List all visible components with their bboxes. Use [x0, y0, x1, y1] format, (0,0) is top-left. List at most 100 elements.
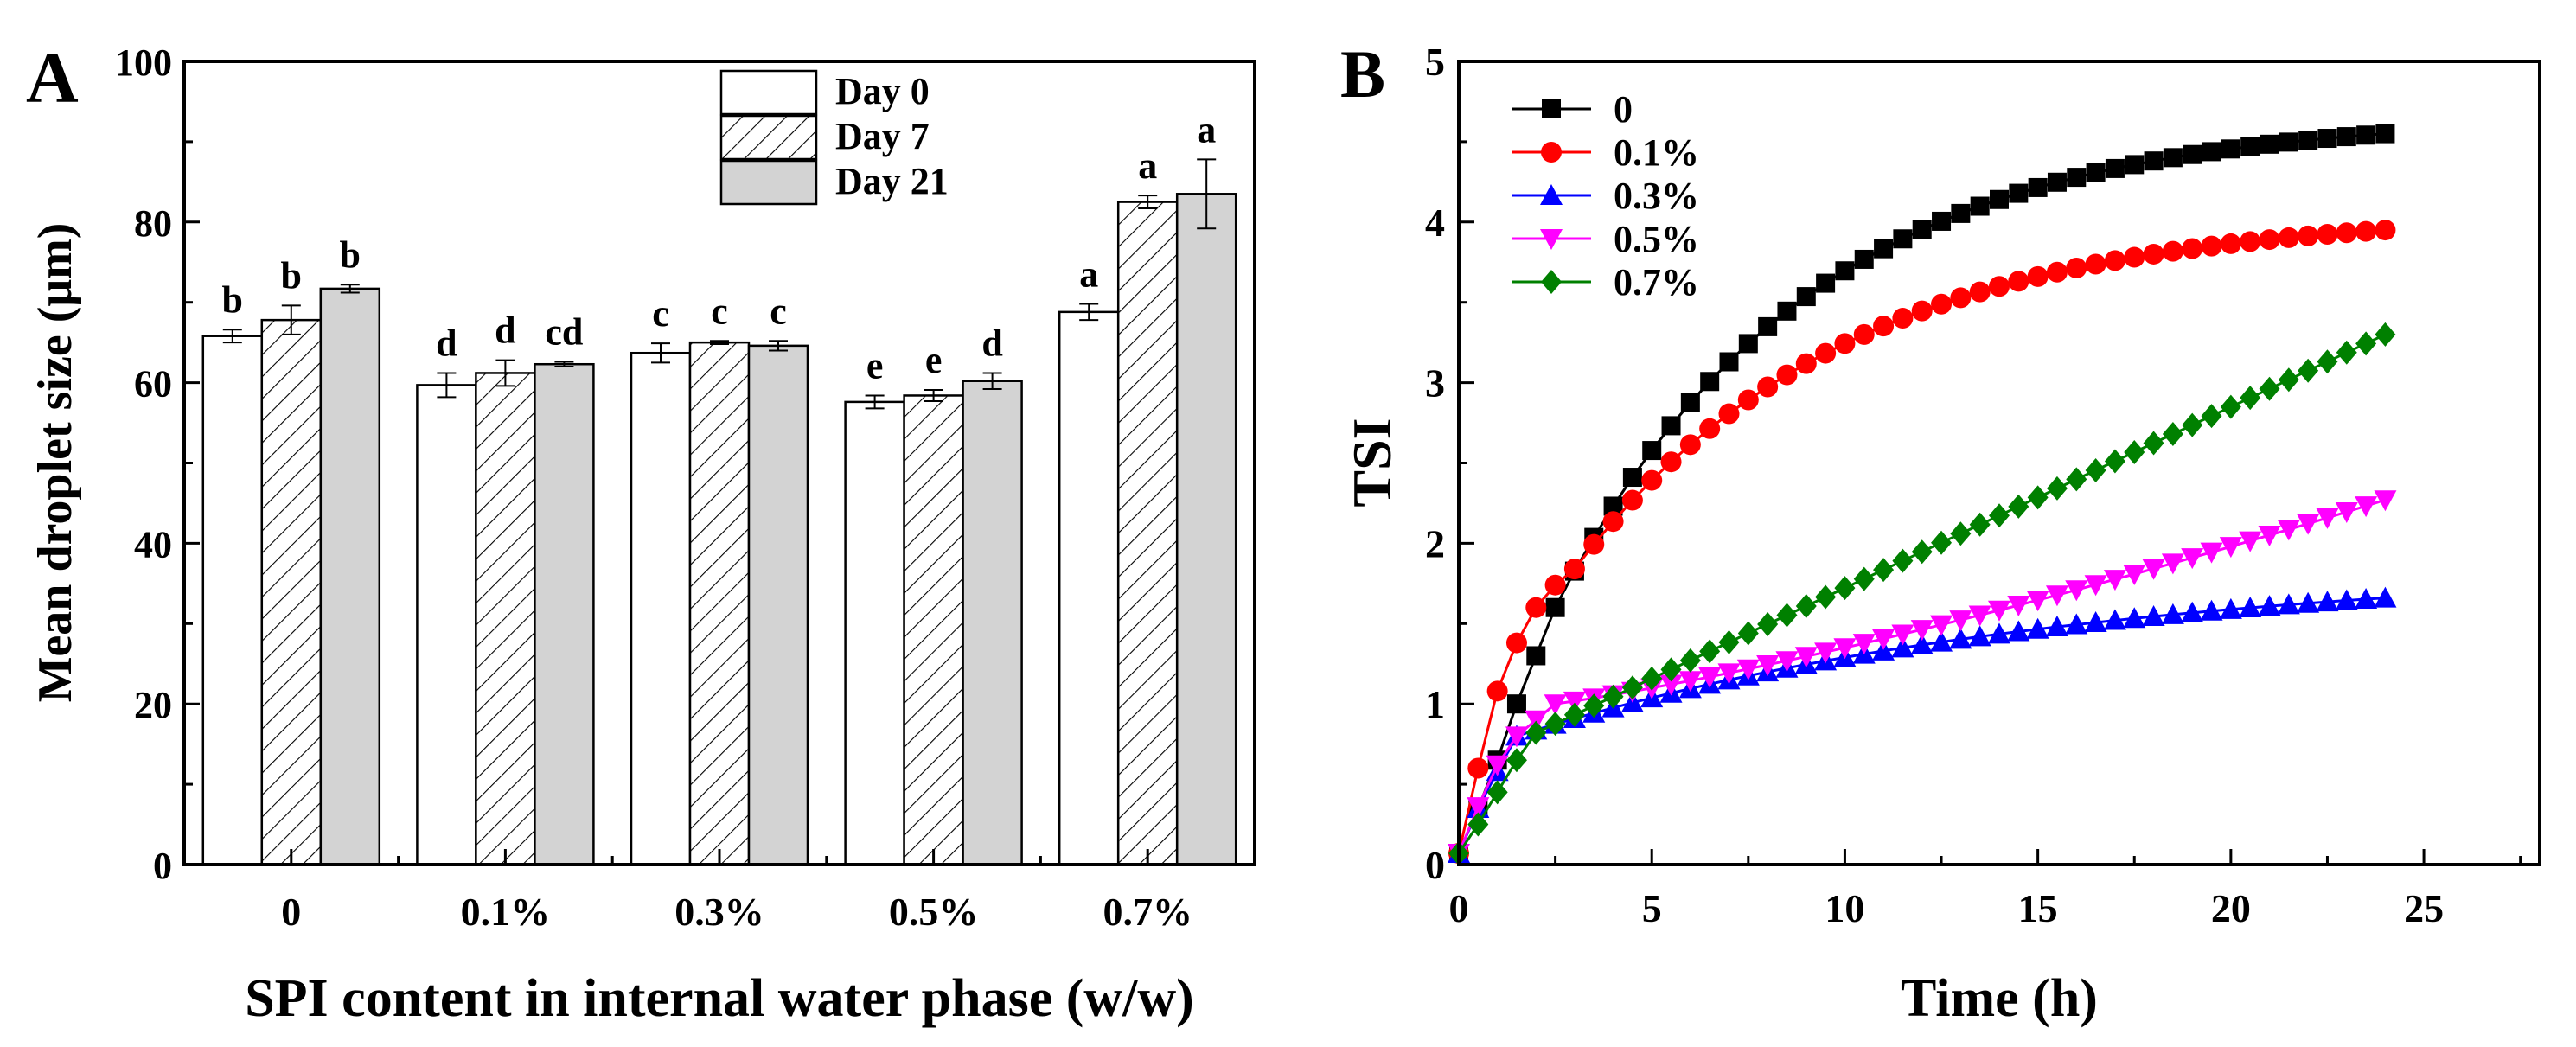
data-point [2200, 542, 2223, 564]
data-point [1718, 403, 1740, 425]
data-point [2201, 404, 2222, 429]
data-point [1814, 642, 1838, 664]
series-0 [1449, 124, 2395, 863]
data-point [1602, 511, 1624, 533]
data-point [2123, 607, 2146, 629]
data-point [1641, 666, 1663, 691]
panel-a-error-bars [222, 158, 1217, 410]
significance-letter: c [711, 290, 728, 332]
error-bar-0-2 [340, 284, 360, 294]
data-point [1641, 469, 1663, 491]
data-point [1834, 576, 1856, 601]
data-point [1873, 558, 1895, 583]
data-point [1911, 539, 1933, 565]
data-point [1854, 249, 1874, 269]
data-point [2317, 129, 2337, 149]
data-point [1969, 281, 1991, 303]
error-bar-3-1 [924, 388, 943, 402]
data-point [1661, 416, 1681, 436]
data-point [1526, 646, 1546, 666]
data-point [1795, 594, 1817, 619]
data-point [1718, 629, 1740, 654]
data-point [2143, 243, 2164, 265]
legend-entry: 0.5% [1512, 218, 1699, 260]
data-point [2161, 553, 2184, 575]
data-point [1911, 300, 1933, 322]
significance-letter: d [495, 310, 515, 352]
data-point [2125, 155, 2145, 175]
data-point [1989, 503, 2010, 528]
data-point [1989, 276, 2010, 297]
error-bar-1-1 [495, 359, 515, 387]
panel-b-y-axis-label: TSI [1341, 418, 1403, 507]
data-point [2219, 537, 2242, 559]
data-point [1621, 489, 1643, 511]
data-point [1951, 203, 1971, 223]
y-tick-label: 40 [134, 523, 172, 565]
panel-a-bars [201, 193, 1237, 866]
significance-letter: b [281, 254, 302, 297]
legend-label: Day 21 [835, 160, 949, 202]
significance-letter: e [925, 339, 943, 381]
data-point [1659, 674, 1683, 696]
data-point [2007, 620, 2030, 642]
data-point [1815, 342, 1837, 364]
data-point [1968, 605, 1991, 627]
data-point [1756, 655, 1780, 677]
error-bar-4-1 [1138, 195, 1158, 210]
data-point [1486, 780, 1508, 805]
data-point [1815, 584, 1837, 610]
significance-letter: e [866, 344, 884, 386]
panel-b-label: B [1340, 36, 1385, 112]
data-point [2356, 125, 2376, 145]
data-point [1563, 702, 1585, 727]
data-point [2142, 605, 2165, 627]
bar-day-7-1 [475, 372, 536, 866]
y-tick-label: 60 [134, 363, 172, 405]
significance-letter: d [436, 322, 457, 364]
data-point [2028, 177, 2048, 197]
legend-entry: 0.3% [1512, 175, 1699, 217]
data-point [1776, 364, 1798, 386]
data-point [1660, 451, 1682, 473]
significance-letter: a [1079, 253, 1098, 296]
data-point [2144, 151, 2164, 171]
data-point [1931, 293, 1953, 315]
data-point [2374, 490, 2397, 512]
data-point [2084, 575, 2107, 597]
data-point [2104, 250, 2125, 271]
error-bar-2-1 [710, 340, 729, 346]
x-tick-label: 20 [2211, 886, 2251, 930]
x-tick-label: 0 [281, 890, 301, 934]
data-point [2220, 394, 2241, 419]
data-point [1505, 726, 1528, 748]
x-tick-label: 15 [2018, 886, 2058, 930]
data-point [2375, 220, 2396, 241]
series-0-1pct [1448, 220, 2396, 864]
x-tick-label: 10 [1825, 886, 1864, 930]
data-point [2374, 586, 2397, 608]
data-point [1796, 287, 1816, 307]
data-point [2239, 531, 2262, 552]
data-point [1698, 667, 1722, 688]
data-point [1776, 603, 1798, 628]
legend-marker [1540, 229, 1563, 250]
data-point [2316, 508, 2339, 529]
y-tick-label: 4 [1425, 201, 1445, 245]
data-point [1932, 211, 1952, 231]
data-point [1757, 376, 1779, 398]
data-point [1892, 308, 1914, 329]
data-point [2047, 172, 2067, 192]
data-point [2240, 137, 2260, 156]
data-point [1833, 638, 1857, 660]
x-tick-label: 0.3% [674, 890, 764, 934]
error-bar-3-0 [865, 394, 885, 410]
data-point [2124, 246, 2145, 268]
data-point [2355, 220, 2377, 242]
data-point [1970, 196, 1990, 216]
data-point [2026, 591, 2049, 612]
error-bar-2-2 [769, 340, 788, 352]
data-point [2258, 595, 2281, 616]
